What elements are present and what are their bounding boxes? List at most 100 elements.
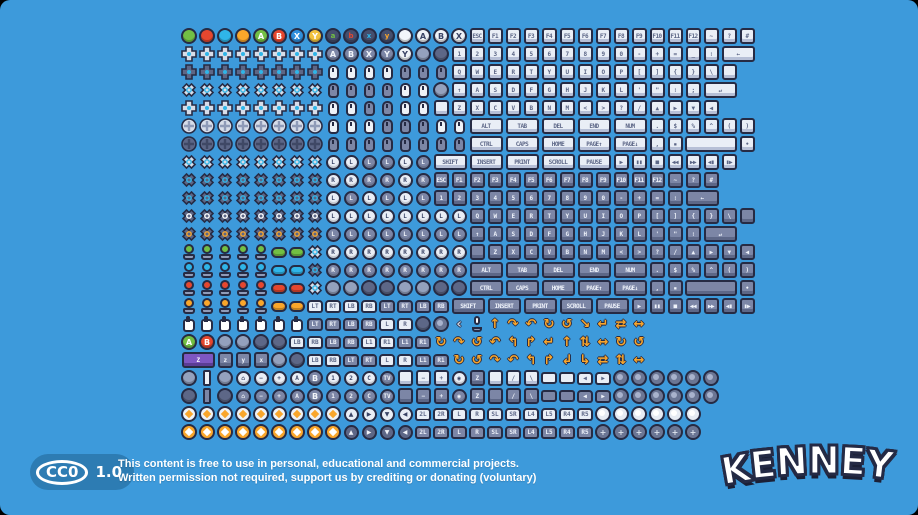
- key-wide-icon: CTRL: [469, 136, 503, 152]
- key-icon: E: [486, 63, 504, 81]
- dpad-circle-dark-icon: [181, 136, 197, 152]
- mouse-dark-icon: [381, 136, 393, 152]
- key-icon: _: [684, 45, 702, 63]
- mouse-dark-icon: [360, 81, 378, 99]
- stick-move-icon: [325, 406, 341, 422]
- key-dark-icon: ▶▶: [703, 298, 719, 314]
- plain-button-icon: [397, 280, 413, 296]
- key-icon: ◀: [702, 99, 720, 117]
- arrow-icon: ↱: [522, 333, 540, 351]
- key-wide-dark-icon: PAGE↑: [576, 279, 612, 297]
- shoulder-button-icon: L: [378, 351, 396, 369]
- trackball-icon: [666, 387, 684, 405]
- dpad-diamond-dark-icon: [180, 207, 198, 225]
- console-button-icon: A: [289, 370, 305, 386]
- key-icon: $: [666, 117, 684, 135]
- spacer: [756, 297, 774, 315]
- console-button-icon: 2: [342, 369, 360, 387]
- stick-move-icon: [324, 405, 342, 423]
- key-icon: Y: [540, 63, 558, 81]
- key-wide-icon: SCROLL: [540, 153, 576, 171]
- arrow-icon: ↻: [450, 351, 468, 369]
- shoulder-button-dark-icon: R4: [558, 423, 576, 441]
- console-button-dark-icon: R: [361, 172, 377, 188]
- face-button-dark-icon: A: [324, 45, 342, 63]
- arrow-icon: ⇅: [612, 351, 630, 369]
- mouse-icon: [360, 117, 378, 135]
- key-icon: F: [523, 82, 539, 98]
- circle-button-icon: [234, 27, 252, 45]
- dpad-diamond-dark-icon: [216, 171, 234, 189]
- key-dark-icon: 2: [451, 190, 467, 206]
- trackball-icon: [631, 370, 647, 386]
- shoulder-button-dark-icon: L: [451, 425, 467, 439]
- shoulder-button-icon: R: [396, 315, 414, 333]
- plain-button-icon: [415, 46, 431, 62]
- dpad-plus-dark-icon: [199, 64, 215, 80]
- key-dark-icon: [: [649, 208, 665, 224]
- key-dark-icon: /: [505, 388, 521, 404]
- console-button-dark-icon: L: [379, 190, 395, 206]
- touchpad-icon: [541, 372, 557, 384]
- circle-button-icon: [396, 27, 414, 45]
- key-icon: 8: [577, 46, 593, 62]
- key-dark-icon: F8: [577, 172, 593, 188]
- arrow-icon: ↔: [633, 352, 645, 368]
- console-button-icon: +: [270, 369, 288, 387]
- arrow-icon: ↶: [522, 315, 540, 333]
- key-blank-dark-icon: [486, 387, 504, 405]
- mouse-icon: [324, 99, 342, 117]
- hand-cursor-icon: [270, 315, 288, 333]
- key-icon: P: [612, 63, 630, 81]
- key-wide-dark-icon: INSERT: [487, 298, 521, 314]
- arrow-icon: ↻: [435, 334, 447, 350]
- key-icon: $: [667, 118, 683, 134]
- arrow-icon: ↑: [561, 334, 573, 350]
- spacer: [720, 333, 738, 351]
- key-icon: P: [613, 64, 629, 80]
- face-button-light-icon: A: [415, 28, 431, 44]
- key-icon: D: [504, 81, 522, 99]
- direction-button-icon: ▼: [379, 406, 395, 422]
- key-icon: B: [522, 99, 540, 117]
- trackball-icon: [702, 369, 720, 387]
- cc0-icon: CC0: [36, 459, 89, 485]
- console-button-dark-icon: L: [324, 225, 342, 243]
- key-dark-icon: ▶: [630, 297, 648, 315]
- mouse-icon: [360, 63, 378, 81]
- dpad-plus-icon: [270, 45, 288, 63]
- shoulder-button-icon: RB: [307, 335, 323, 349]
- key-icon: U: [559, 64, 575, 80]
- shoulder-button-icon: RT: [324, 297, 342, 315]
- key-icon: F4: [541, 28, 557, 44]
- dpad-plus-icon: [235, 46, 251, 62]
- mouse-icon: [396, 99, 414, 117]
- key-icon: ~: [703, 28, 719, 44]
- arrow-icon: ↻: [432, 333, 450, 351]
- dpad-diamond-dark-icon: [306, 207, 324, 225]
- console-button-icon: R: [414, 243, 432, 261]
- dpad-diamond-dark-icon: [198, 189, 216, 207]
- arrow-icon: ↔: [594, 333, 612, 351]
- dpad-plus-dark-icon: [180, 63, 198, 81]
- arrow-icon: ‹: [450, 315, 468, 333]
- trackball-icon: [649, 370, 665, 386]
- hand-cursor-icon: [255, 316, 267, 332]
- joystick-icon: [181, 262, 197, 278]
- spacer: [702, 351, 720, 369]
- plain-button-dark-icon: [180, 387, 198, 405]
- plain-button-dark-icon: [270, 333, 288, 351]
- key-icon: /: [630, 99, 648, 117]
- mouse-dark-icon: [399, 118, 411, 134]
- stick-move-icon: [252, 405, 270, 423]
- key-dark-icon: 6: [523, 190, 539, 206]
- dpad-diamond-icon: [306, 243, 324, 261]
- dpad-diamond-icon: [307, 244, 323, 260]
- sprite-row: R R R R R R R R ALT TAB DEL END NUM. $% ^(): [180, 261, 774, 279]
- console-button-icon: ⌂: [234, 369, 252, 387]
- plain-button-dark-icon: [288, 351, 306, 369]
- key-icon: ▶: [612, 153, 630, 171]
- wiimote-icon: [198, 369, 216, 387]
- key-dark-icon: ?: [649, 244, 665, 260]
- key-dark-icon: F7: [558, 171, 576, 189]
